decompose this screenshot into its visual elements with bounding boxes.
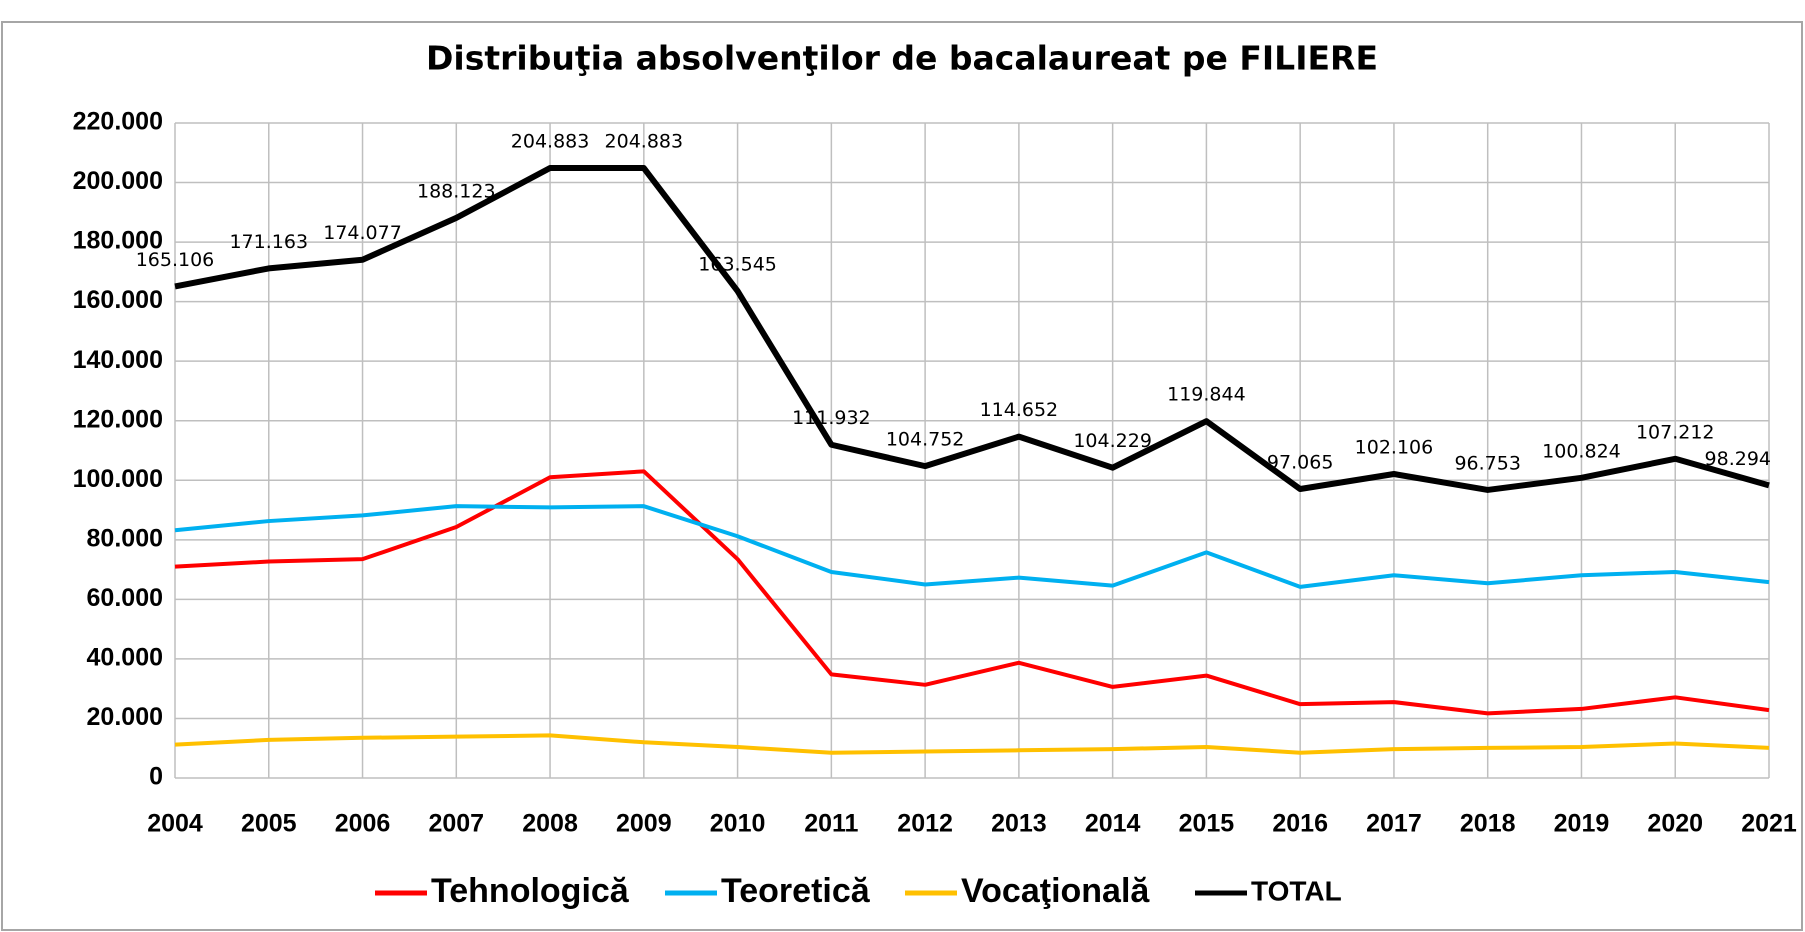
x-tick-label: 2006 bbox=[335, 810, 391, 838]
data-label: 111.932 bbox=[792, 407, 871, 429]
x-tick-label: 2009 bbox=[616, 810, 672, 838]
series-line bbox=[174, 504, 1770, 589]
data-label: 107.212 bbox=[1636, 421, 1715, 443]
x-tick-label: 2013 bbox=[991, 810, 1047, 838]
y-tick-label: 0 bbox=[149, 763, 163, 791]
x-tick-label: 2021 bbox=[1741, 810, 1797, 838]
legend-label: TOTAL bbox=[1251, 875, 1342, 906]
data-label: 165.106 bbox=[136, 249, 215, 271]
data-label: 102.106 bbox=[1355, 437, 1434, 459]
series-line bbox=[174, 469, 1770, 716]
series-line bbox=[174, 165, 1770, 493]
x-tick-label: 2014 bbox=[1085, 810, 1141, 838]
x-tick-label: 2019 bbox=[1554, 810, 1610, 838]
x-tick-label: 2005 bbox=[241, 810, 297, 838]
x-tick-label: 2017 bbox=[1366, 810, 1422, 838]
chart-frame bbox=[1, 21, 1803, 931]
y-tick-label: 60.000 bbox=[87, 584, 163, 612]
data-label: 204.883 bbox=[511, 131, 590, 153]
x-tick-label: 2016 bbox=[1272, 810, 1328, 838]
x-tick-label: 2010 bbox=[710, 810, 766, 838]
data-label: 188.123 bbox=[417, 180, 496, 202]
y-tick-label: 180.000 bbox=[73, 227, 163, 255]
y-tick-label: 20.000 bbox=[87, 703, 163, 731]
data-label: 96.753 bbox=[1454, 452, 1520, 474]
y-tick-label: 200.000 bbox=[73, 167, 163, 195]
data-label: 104.229 bbox=[1073, 430, 1152, 452]
y-tick-label: 100.000 bbox=[73, 465, 163, 493]
data-label: 119.844 bbox=[1167, 384, 1246, 406]
data-label: 97.065 bbox=[1267, 452, 1333, 474]
chart-title: Distribuţia absolvenţilor de bacalaureat… bbox=[426, 39, 1378, 78]
y-tick-label: 40.000 bbox=[87, 644, 163, 672]
y-tick-label: 120.000 bbox=[73, 405, 163, 433]
x-tick-label: 2008 bbox=[522, 810, 578, 838]
y-tick-label: 220.000 bbox=[73, 108, 163, 136]
x-tick-label: 2015 bbox=[1179, 810, 1235, 838]
y-tick-label: 80.000 bbox=[87, 524, 163, 552]
data-label: 100.824 bbox=[1542, 440, 1621, 462]
data-label: 174.077 bbox=[323, 222, 402, 244]
y-tick-label: 140.000 bbox=[73, 346, 163, 374]
data-label: 104.752 bbox=[886, 429, 965, 451]
data-label: 98.294 bbox=[1705, 448, 1771, 470]
x-tick-label: 2004 bbox=[147, 810, 203, 838]
x-tick-label: 2018 bbox=[1460, 810, 1516, 838]
legend-label: Teoretică bbox=[721, 872, 871, 910]
legend-label: Tehnologică bbox=[431, 872, 630, 910]
data-label: 163.545 bbox=[698, 254, 777, 276]
data-label: 204.883 bbox=[605, 131, 684, 153]
legend-label: Vocaţională bbox=[961, 872, 1150, 910]
data-label: 171.163 bbox=[229, 231, 308, 253]
x-tick-label: 2011 bbox=[804, 810, 858, 838]
data-label: 114.652 bbox=[980, 399, 1059, 421]
x-tick-label: 2012 bbox=[897, 810, 953, 838]
series-line bbox=[174, 733, 1770, 755]
x-tick-label: 2020 bbox=[1647, 810, 1703, 838]
y-tick-label: 160.000 bbox=[73, 286, 163, 314]
x-tick-label: 2007 bbox=[428, 810, 484, 838]
